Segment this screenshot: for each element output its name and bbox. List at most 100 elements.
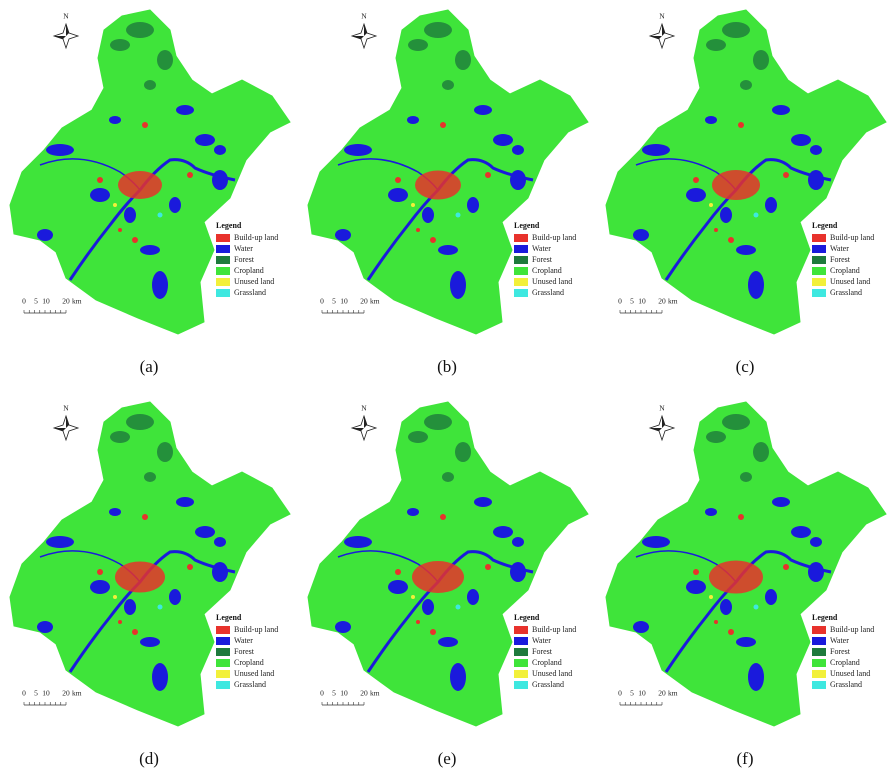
lake bbox=[772, 105, 790, 115]
lake bbox=[808, 170, 824, 190]
lake bbox=[109, 508, 121, 516]
lake bbox=[438, 245, 458, 255]
urban-patch bbox=[728, 237, 734, 243]
lake bbox=[474, 105, 492, 115]
legend-label: Water bbox=[234, 244, 253, 253]
urban-patch bbox=[714, 228, 718, 232]
urban-area bbox=[712, 170, 760, 200]
scale-unit: km bbox=[72, 689, 82, 698]
north-label: N bbox=[361, 12, 367, 21]
scale-label: 10 bbox=[42, 689, 50, 698]
forest-patch bbox=[722, 22, 750, 38]
legend-swatch bbox=[514, 670, 528, 678]
urban-patch bbox=[416, 228, 420, 232]
legend-label: Unused land bbox=[830, 277, 870, 286]
legend-label: Cropland bbox=[234, 266, 264, 275]
map-panel: N Legend Build-up land Water Forest Cropland U… bbox=[307, 401, 589, 768]
lake bbox=[510, 170, 526, 190]
lake bbox=[214, 145, 226, 155]
lake bbox=[765, 197, 777, 213]
lake bbox=[335, 621, 351, 633]
legend-swatch bbox=[216, 670, 230, 678]
lake bbox=[46, 144, 74, 156]
north-arrow-fill bbox=[54, 24, 69, 39]
legend-swatch bbox=[812, 681, 826, 689]
urban-patch bbox=[440, 122, 446, 128]
forest-patch bbox=[157, 442, 173, 462]
scale-label: 5 bbox=[630, 689, 634, 698]
legend-swatch bbox=[514, 637, 528, 645]
scale-label: 10 bbox=[638, 297, 646, 306]
lake bbox=[633, 229, 649, 241]
urban-patch bbox=[395, 569, 401, 575]
legend-label: Grassland bbox=[234, 680, 266, 689]
north-label: N bbox=[63, 404, 69, 413]
map-panel: N Legend Build-up land Water Forest Cropland U… bbox=[9, 401, 291, 768]
lake bbox=[765, 589, 777, 605]
urban-area bbox=[118, 171, 162, 199]
lake bbox=[195, 134, 215, 146]
unused-patch bbox=[411, 203, 415, 207]
legend-swatch bbox=[216, 626, 230, 634]
legend-swatch bbox=[216, 289, 230, 297]
legend-swatch bbox=[514, 267, 528, 275]
lake bbox=[169, 197, 181, 213]
lake bbox=[195, 526, 215, 538]
scale-label: 20 bbox=[360, 297, 368, 306]
scale-label: 0 bbox=[22, 689, 26, 698]
lake bbox=[512, 537, 524, 547]
legend-swatch bbox=[216, 245, 230, 253]
lake bbox=[212, 170, 228, 190]
lake bbox=[642, 144, 670, 156]
scale-unit: km bbox=[370, 297, 380, 306]
legend-label: Build-up land bbox=[234, 233, 278, 242]
scale-label: 10 bbox=[340, 297, 348, 306]
legend-label: Forest bbox=[830, 255, 851, 264]
lake bbox=[335, 229, 351, 241]
panel-label: (b) bbox=[437, 357, 457, 376]
scale-label: 20 bbox=[658, 297, 666, 306]
legend-label: Cropland bbox=[830, 266, 860, 275]
grass-patch bbox=[455, 604, 461, 610]
scale-label: 0 bbox=[618, 689, 622, 698]
urban-patch bbox=[728, 629, 734, 635]
legend-swatch bbox=[812, 278, 826, 286]
unused-patch bbox=[709, 203, 713, 207]
urban-patch bbox=[132, 237, 138, 243]
lake bbox=[791, 526, 811, 538]
legend-label: Grassland bbox=[532, 680, 564, 689]
forest-patch bbox=[144, 472, 156, 482]
lake bbox=[169, 589, 181, 605]
lake bbox=[493, 526, 513, 538]
legend-label: Cropland bbox=[532, 266, 562, 275]
map-panel: N Legend Build-up land Water Forest Cropland U… bbox=[9, 9, 291, 376]
lake bbox=[344, 536, 372, 548]
scale-label: 10 bbox=[42, 297, 50, 306]
lake bbox=[474, 497, 492, 507]
lake bbox=[686, 580, 706, 594]
urban-area bbox=[412, 561, 464, 593]
lake bbox=[493, 134, 513, 146]
north-label: N bbox=[361, 404, 367, 413]
lake bbox=[176, 105, 194, 115]
forest-patch bbox=[706, 39, 726, 51]
legend-swatch bbox=[812, 256, 826, 264]
lake bbox=[152, 271, 168, 299]
legend-swatch bbox=[216, 234, 230, 242]
north-arrow-fill bbox=[650, 24, 665, 39]
north-arrow-fill bbox=[650, 416, 665, 431]
scale-label: 0 bbox=[320, 297, 324, 306]
legend-label: Grassland bbox=[532, 288, 564, 297]
legend-label: Build-up land bbox=[830, 625, 874, 634]
north-label: N bbox=[659, 404, 665, 413]
legend-swatch bbox=[514, 278, 528, 286]
urban-patch bbox=[485, 172, 491, 178]
lake bbox=[438, 637, 458, 647]
lake bbox=[450, 663, 466, 691]
urban-patch bbox=[132, 629, 138, 635]
legend-swatch bbox=[514, 289, 528, 297]
forest-patch bbox=[442, 472, 454, 482]
lake bbox=[450, 271, 466, 299]
lake bbox=[810, 145, 822, 155]
legend-label: Forest bbox=[830, 647, 851, 656]
